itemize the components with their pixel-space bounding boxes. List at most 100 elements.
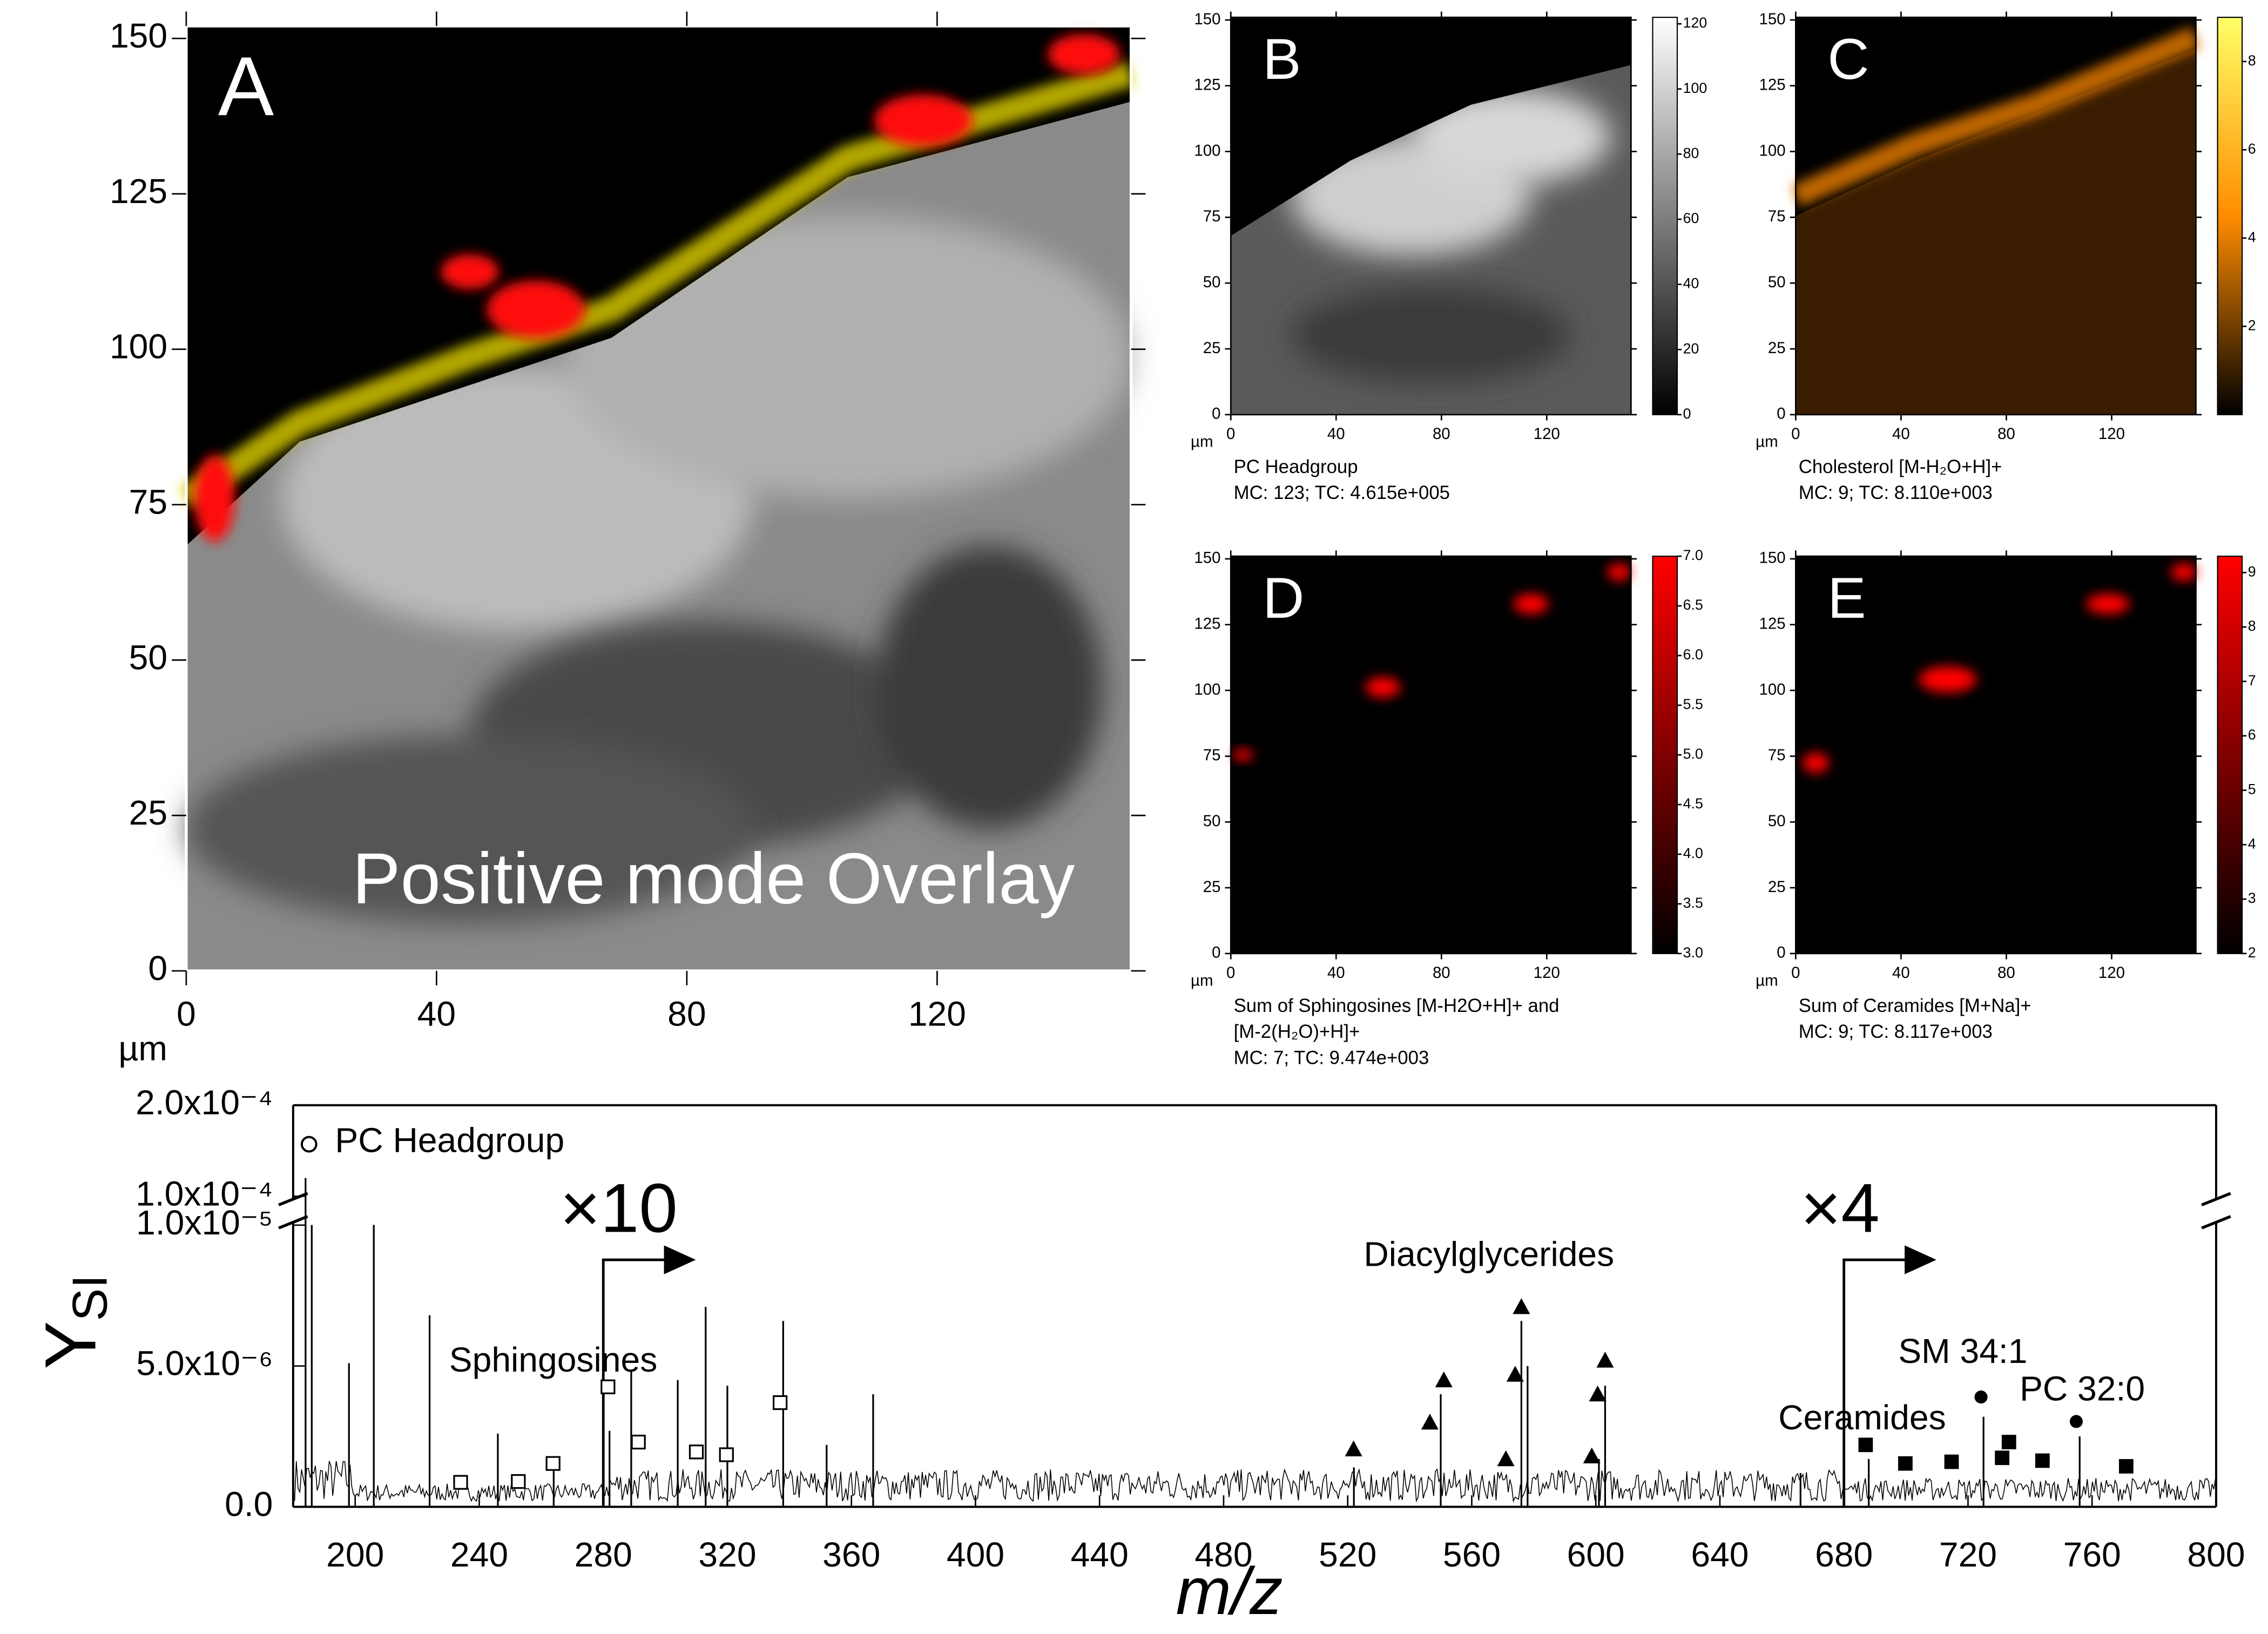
image-background (1796, 556, 2196, 954)
colorbar-tick-label: 7.0 (1683, 547, 1703, 563)
legend-label: PC Headgroup (335, 1120, 564, 1159)
image-texture (1410, 89, 1611, 185)
image-texture (564, 215, 1131, 499)
colorbar (2217, 556, 2243, 954)
colorbar (2217, 17, 2243, 415)
multiplier-arrow (1842, 1258, 1911, 1507)
plot-frame (1230, 16, 1632, 416)
colorbar-tick-label: 8 (2248, 618, 2256, 634)
marker (1421, 1413, 1439, 1430)
y-tick-label: 75 (1203, 746, 1221, 764)
colorbar-tick-label: 7 (2248, 672, 2256, 688)
image-red-spot (2086, 593, 2130, 615)
colorbar-tick-label: 6.5 (1683, 597, 1703, 613)
x-tick-label: 760 (2063, 1535, 2121, 1574)
plot-frame (1230, 555, 1632, 955)
y-tick-label: 125 (110, 172, 167, 211)
marker (719, 1447, 734, 1462)
legend-marker (300, 1136, 318, 1153)
y-tick-label: 150 (110, 16, 167, 55)
y-tick-label: 75 (1768, 746, 1786, 764)
image-red-spot (2171, 563, 2197, 581)
x-tick-label: 80 (667, 994, 706, 1033)
colorbar-tick-label: 100 (1683, 80, 1707, 96)
panel-label: C (1827, 26, 1869, 91)
marker (1898, 1456, 1913, 1471)
marker (772, 1395, 788, 1410)
y-tick-label: 50 (1203, 273, 1221, 291)
caption: MC: 7; TC: 9.474e+003 (1234, 1048, 1429, 1068)
colorbar (1652, 17, 1678, 415)
marker (1506, 1366, 1524, 1382)
panel-title: Positive mode Overlay (352, 839, 1075, 919)
marker (1858, 1437, 1873, 1453)
y-tick-label: 0 (148, 949, 167, 988)
x-tick-label: 280 (575, 1535, 632, 1574)
series-label: PC 32:0 (2020, 1369, 2145, 1408)
x-tick-label: 200 (326, 1535, 384, 1574)
axis-break (2201, 1192, 2231, 1230)
image-texture (186, 734, 753, 924)
x-tick-label: 120 (1534, 964, 1560, 982)
y-tick-label: 25 (129, 793, 167, 832)
image-red-spot (1607, 563, 1631, 581)
baseline-noise (294, 1461, 2216, 1503)
y-tick-label: 100 (1759, 680, 1786, 698)
y-tick-label: 150 (1194, 549, 1220, 567)
colorbar-tick-label: 4 (2248, 229, 2256, 245)
x-tick-label: 40 (1327, 964, 1345, 982)
x-unit: µm (118, 1029, 167, 1068)
image-red-spot (1513, 593, 1549, 615)
caption: Cholesterol [M-H₂O+H]+ (1799, 457, 2002, 477)
x-tick-label: 640 (1691, 1535, 1749, 1574)
x-tick-label: 0 (1226, 964, 1235, 982)
colorbar-tick-label: 40 (1683, 275, 1699, 292)
y-axis-label: YSI (31, 1275, 118, 1369)
y-tick-label: 1.0x10⁻⁴ (136, 1174, 273, 1213)
x-tick-label: 680 (1815, 1535, 1873, 1574)
y-tick-label: 25 (1203, 878, 1221, 896)
image-red-spot (874, 94, 973, 147)
image-background (1231, 556, 1631, 954)
y-tick-label: 0 (1777, 944, 1785, 962)
caption: PC Headgroup (1234, 457, 1358, 477)
colorbar (1652, 556, 1678, 954)
series-label: Diacylglycerides (1364, 1235, 1614, 1274)
image-red-spot (441, 254, 499, 289)
caption: [M-2(H₂O)+H]+ (1234, 1022, 1360, 1042)
marker (631, 1434, 646, 1450)
marker (1974, 1390, 1988, 1404)
image-texture (876, 545, 1103, 829)
colorbar-tick-label: 60 (1683, 210, 1699, 226)
y-tick-label: 50 (1768, 812, 1786, 830)
colorbar-tick-label: 5.0 (1683, 746, 1703, 762)
y-tick-label: 5.0x10⁻⁶ (136, 1344, 273, 1383)
marker (1944, 1454, 1959, 1469)
x-tick-label: 0 (1791, 964, 1800, 982)
plot-frame (1795, 555, 2197, 955)
x-unit: µm (1191, 433, 1213, 451)
y-axis-label-main: Y (31, 1321, 111, 1369)
y-tick-label: 125 (1194, 76, 1220, 94)
marker (1589, 1385, 1606, 1402)
marker (1513, 1298, 1530, 1314)
image-texture (1291, 287, 1571, 383)
marker (2035, 1453, 2050, 1468)
image-tissue (1796, 49, 2196, 415)
y-tick-label: 1.0x10⁻⁵ (136, 1203, 273, 1242)
x-unit: µm (1191, 972, 1213, 990)
panel-label: B (1263, 26, 1301, 91)
colorbar-tick-label: 6.0 (1683, 646, 1703, 663)
y-tick-label: 2.0x10⁻⁴ (136, 1083, 273, 1122)
y-tick-label: 25 (1768, 878, 1786, 896)
colorbar-tick-label: 3.5 (1683, 895, 1703, 911)
x-tick-label: 0 (1226, 425, 1235, 443)
y-tick-label: 100 (1759, 141, 1786, 159)
series-label: Ceramides (1778, 1398, 1946, 1437)
x-tick-label: 480 (1194, 1535, 1252, 1574)
axis-break (278, 1192, 308, 1230)
x-tick-label: 120 (2098, 425, 2125, 443)
x-tick-label: 520 (1319, 1535, 1376, 1574)
plot-frame (185, 24, 1133, 973)
multiplier-label: ×4 (1800, 1170, 1879, 1247)
